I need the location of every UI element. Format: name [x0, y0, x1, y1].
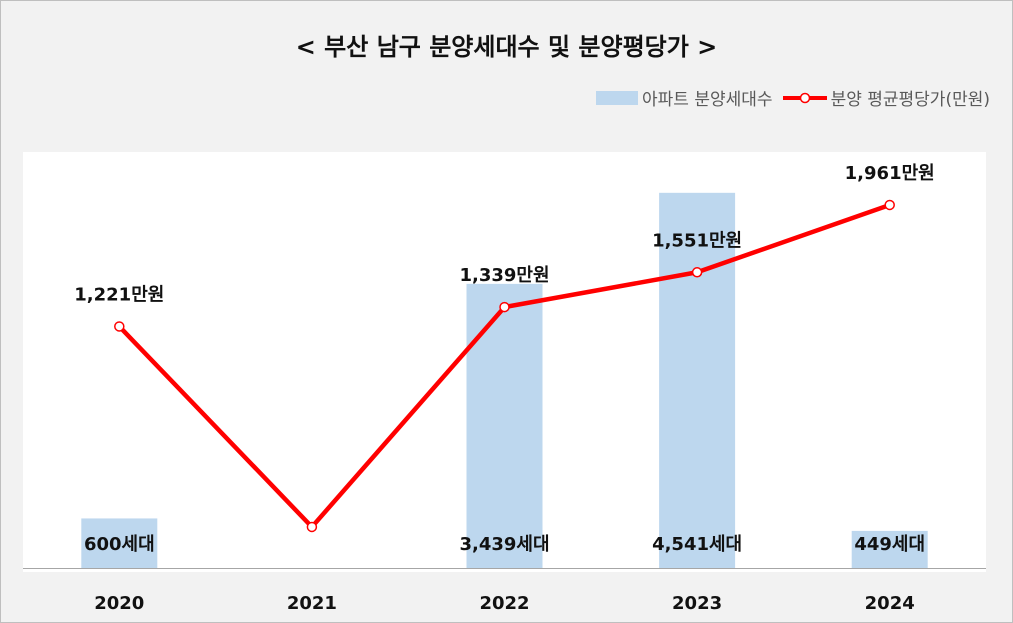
bar-label-2022: 3,439세대 — [459, 534, 549, 555]
line-label-2020: 1,221만원 — [74, 284, 164, 305]
legend-bar-label: 아파트 분양세대수 — [642, 90, 773, 110]
x-tick-label-2020: 2020 — [94, 593, 144, 614]
x-tick-label-2024: 2024 — [865, 593, 915, 614]
line-label-2024: 1,961만원 — [845, 163, 935, 184]
legend-line-swatch — [782, 92, 827, 103]
legend-line-label: 분양 평균평당가(만원) — [830, 90, 990, 110]
chart-title: < 부산 남구 분양세대수 및 분양평당가 > — [295, 33, 718, 61]
line-label-2022: 1,339만원 — [459, 265, 549, 286]
bar-2024 — [851, 530, 928, 568]
legend-bar-swatch — [596, 90, 639, 105]
line-marker-2020 — [114, 321, 125, 332]
line-label-2023: 1,551만원 — [652, 230, 742, 251]
bar-label-2020: 600세대 — [84, 534, 155, 555]
bar-label-2023: 4,541세대 — [652, 534, 742, 555]
chart-legend: 아파트 분양세대수 분양 평균평당가(만원) — [596, 85, 990, 110]
bar-2022 — [466, 283, 543, 568]
x-tick-label-2023: 2023 — [672, 593, 722, 614]
line-marker-2024 — [884, 199, 895, 211]
bar-2020 — [81, 518, 158, 568]
legend-item-bars: 아파트 분양세대수 — [596, 85, 773, 110]
line-marker-2021 — [306, 521, 318, 533]
line-marker-2022 — [499, 301, 510, 313]
legend-item-line: 분양 평균평당가(만원) — [773, 85, 990, 110]
x-tick-label-2022: 2022 — [479, 593, 529, 614]
bar-2023 — [659, 192, 736, 569]
x-tick-label-2021: 2021 — [287, 593, 337, 614]
bar-label-2024: 449세대 — [854, 534, 925, 555]
line-marker-2023 — [691, 267, 703, 278]
